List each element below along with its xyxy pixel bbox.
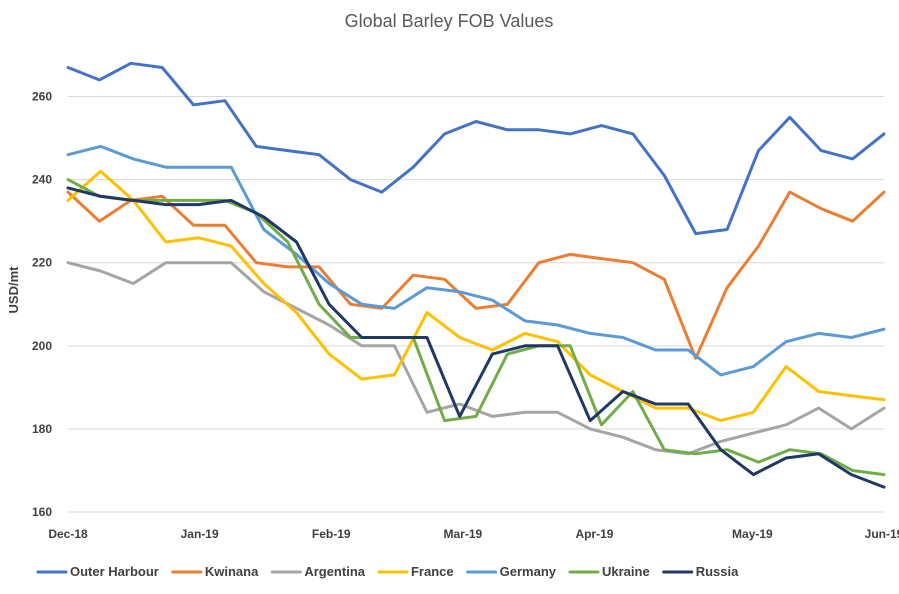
series-line-ukraine	[66, 178, 886, 477]
y-axis-ticks: 160 180 200 220 240 260	[32, 90, 52, 519]
y-tick-label: 260	[32, 90, 52, 104]
legend-label: Germany	[500, 564, 557, 579]
series-lines	[66, 61, 886, 489]
series-line-outer-harbour	[66, 61, 886, 236]
y-tick-label: 200	[32, 339, 52, 353]
legend-label: Argentina	[304, 564, 365, 579]
x-tick-label: Dec-18	[48, 527, 88, 541]
y-tick-label: 220	[32, 256, 52, 270]
x-tick-label: Jun-19	[865, 527, 899, 541]
legend-item-outer-harbour: Outer Harbour	[36, 564, 159, 579]
x-tick-label: Feb-19	[312, 527, 351, 541]
y-tick-label: 240	[32, 173, 52, 187]
legend: Outer Harbour Kwinana Argentina France Germa…	[36, 564, 739, 579]
legend-item-france: France	[377, 564, 454, 579]
y-axis-label: USD/mt	[6, 266, 21, 314]
legend-item-argentina: Argentina	[270, 564, 366, 579]
legend-label: Ukraine	[602, 564, 650, 579]
legend-label: Outer Harbour	[70, 564, 159, 579]
legend-label: Kwinana	[205, 564, 259, 579]
x-tick-label: Mar-19	[443, 527, 482, 541]
series-line-russia	[66, 186, 886, 489]
series-line-kwinana	[66, 190, 886, 360]
x-tick-label: May-19	[732, 527, 773, 541]
series-line-france	[66, 169, 886, 423]
grid	[68, 96, 884, 513]
x-axis-ticks: Dec-18 Jan-19 Feb-19 Mar-19 Apr-19 May-19 Jun-…	[48, 527, 899, 541]
series-line-germany	[66, 144, 886, 377]
y-tick-label: 160	[32, 505, 52, 519]
legend-item-russia: Russia	[662, 564, 739, 579]
x-tick-label: Apr-19	[575, 527, 613, 541]
legend-item-germany: Germany	[466, 564, 557, 579]
legend-item-kwinana: Kwinana	[171, 564, 259, 579]
series-line-argentina	[66, 261, 886, 456]
chart-title: Global Barley FOB Values	[345, 11, 554, 31]
legend-item-ukraine: Ukraine	[568, 564, 650, 579]
legend-label: Russia	[696, 564, 739, 579]
x-tick-label: Jan-19	[181, 527, 219, 541]
legend-label: France	[411, 564, 454, 579]
y-tick-label: 180	[32, 422, 52, 436]
